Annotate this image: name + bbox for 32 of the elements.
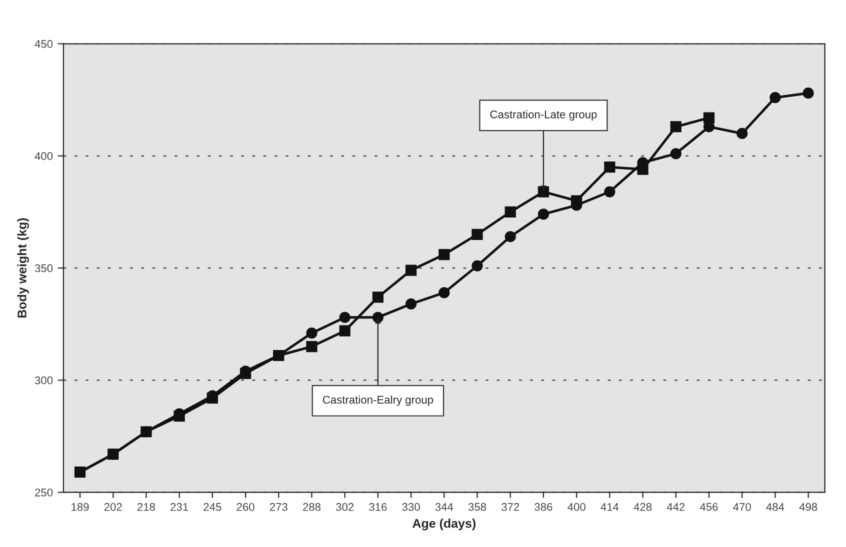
x-tick-label: 245 bbox=[204, 503, 222, 511]
annotation: Castration-Late group bbox=[490, 110, 597, 121]
x-tick-label: 189 bbox=[72, 503, 89, 511]
x-tick-label: 470 bbox=[733, 503, 751, 511]
x-tick-label: 358 bbox=[468, 503, 486, 511]
x-tick-label: 316 bbox=[369, 503, 387, 511]
y-tick-label: 350 bbox=[34, 264, 53, 272]
x-tick-label: 456 bbox=[700, 503, 718, 511]
x-tick-label: 330 bbox=[402, 503, 420, 511]
x-axis-title: Age (days) bbox=[412, 518, 476, 530]
x-tick-label: 273 bbox=[270, 503, 288, 511]
y-axis-title: Body weight (kg) bbox=[17, 218, 29, 318]
x-tick-label: 442 bbox=[666, 503, 685, 511]
x-tick-label: 484 bbox=[766, 503, 784, 511]
x-tick-label: 302 bbox=[336, 503, 354, 511]
x-tick-label: 288 bbox=[303, 503, 321, 511]
y-tick-label: 400 bbox=[34, 152, 53, 160]
annotation: Castration-Ealry group bbox=[322, 396, 434, 406]
x-tick-label: 372 bbox=[502, 503, 520, 511]
x-tick-label: 386 bbox=[534, 503, 552, 511]
x-tick-label: 428 bbox=[634, 503, 652, 511]
x-tick-label: 231 bbox=[170, 503, 188, 511]
y-tick-label: 300 bbox=[34, 376, 53, 384]
y-tick-label: 250 bbox=[35, 488, 53, 496]
x-tick-label: 498 bbox=[799, 503, 818, 511]
x-tick-label: 202 bbox=[104, 503, 122, 511]
x-tick-label: 218 bbox=[138, 503, 155, 511]
x-tick-label: 414 bbox=[600, 503, 619, 511]
x-tick-label: 260 bbox=[236, 503, 254, 511]
x-tick-label: 344 bbox=[435, 503, 454, 511]
x-tick-label: 400 bbox=[568, 503, 586, 511]
y-tick-label: 450 bbox=[34, 40, 53, 48]
